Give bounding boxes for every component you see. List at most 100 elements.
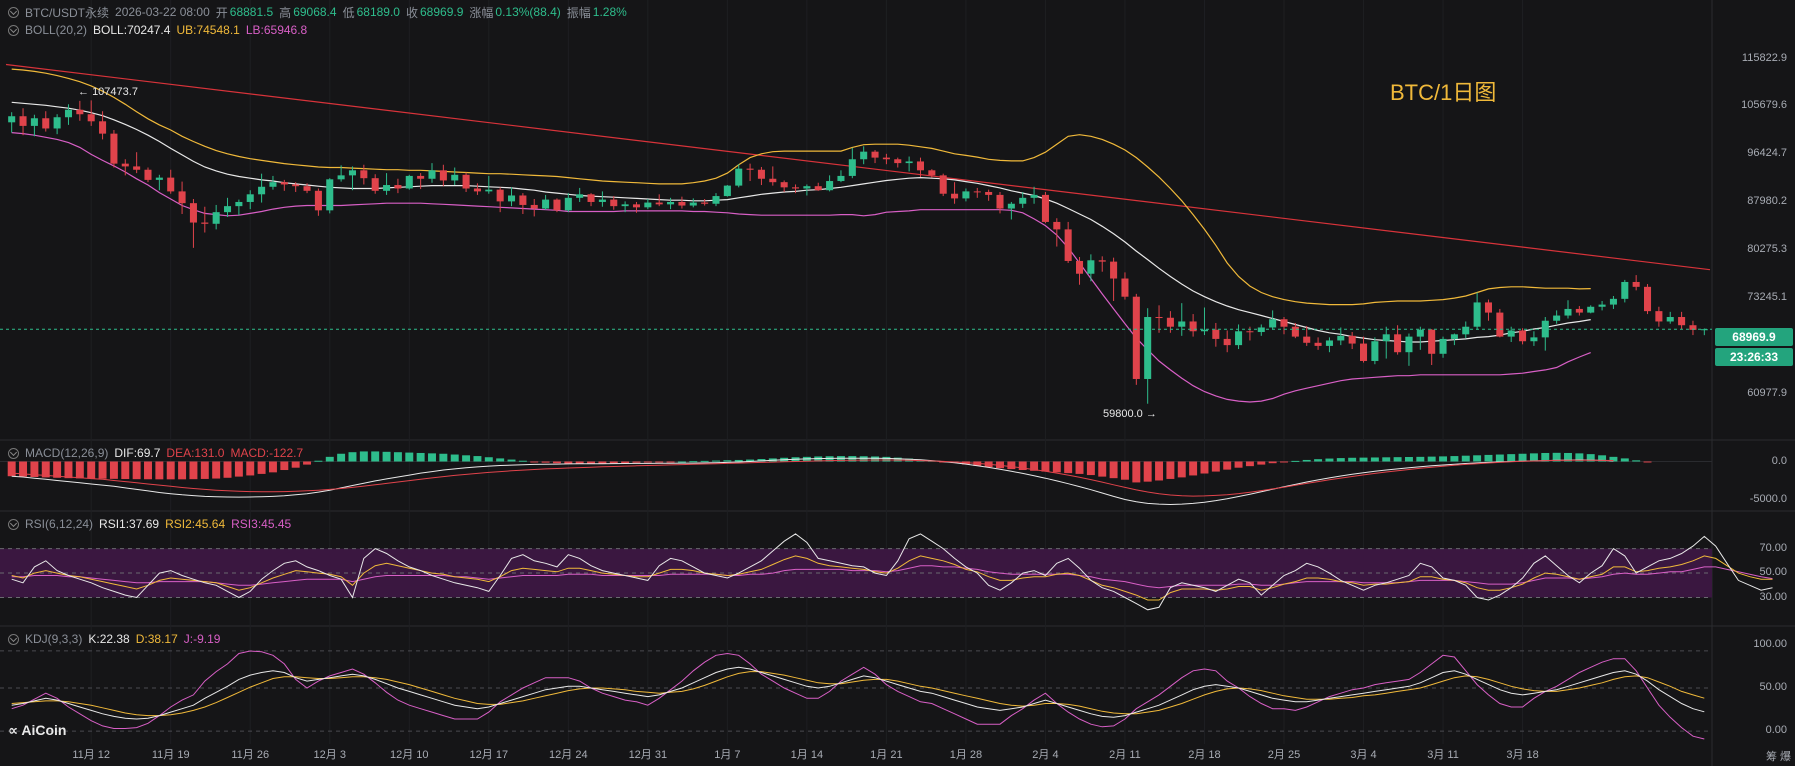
boll-ub-value: UB:74548.1 — [176, 23, 240, 37]
candle-body — [121, 163, 129, 167]
candle-body — [791, 187, 800, 189]
candle-body — [735, 168, 743, 186]
macd-histogram-bar — [1564, 452, 1572, 462]
macd-histogram-bar — [428, 453, 436, 462]
kdj-panel[interactable] — [0, 650, 1712, 740]
macd-toggle-icon[interactable] — [8, 447, 19, 459]
collapse-icon[interactable] — [8, 6, 19, 18]
candle-body — [1155, 317, 1163, 319]
candle-body — [553, 199, 561, 211]
macd-histogram-bar — [1030, 461, 1039, 471]
candle-body — [644, 202, 652, 208]
x-axis-tick: 3月 4 — [1350, 749, 1377, 761]
macd-histogram-bar — [1211, 461, 1220, 472]
price-panel[interactable] — [0, 63, 1712, 404]
candle-body — [962, 191, 970, 199]
macd-y-tick: -5000.0 — [1749, 493, 1787, 506]
macd-histogram-bar — [87, 461, 96, 479]
candle-body — [1064, 229, 1072, 261]
candle-body — [178, 191, 186, 204]
macd-histogram-bar — [1189, 461, 1198, 476]
candle-body — [860, 151, 868, 160]
candle-body — [1132, 296, 1140, 379]
macd-histogram-bar — [53, 461, 62, 478]
macd-histogram-bar — [291, 461, 300, 468]
kdj-k-line — [11, 666, 1705, 720]
candle-body — [519, 195, 527, 205]
countdown-tag: 23:26:33 — [1715, 348, 1793, 366]
candle-body — [1280, 319, 1288, 327]
side-buttons[interactable]: 筹 爆 — [1765, 751, 1791, 763]
macd-histogram-bar — [530, 461, 539, 463]
candle-body — [19, 116, 27, 126]
macd-histogram-bar — [30, 461, 39, 477]
macd-histogram-bar — [1427, 456, 1436, 462]
price-y-tick: 87980.2 — [1747, 195, 1787, 208]
rsi2-line — [11, 555, 1773, 601]
macd-histogram-bar — [1450, 456, 1459, 462]
candle-body — [1246, 331, 1254, 333]
candle-body — [8, 116, 16, 123]
macd-histogram-bar — [359, 451, 368, 462]
candle-body — [1200, 329, 1209, 332]
x-axis-tick: 11月 12 — [72, 749, 111, 761]
macd-histogram-bar — [1404, 457, 1413, 462]
candle-body — [235, 201, 243, 207]
candle-body — [1632, 281, 1640, 287]
ohlc-header: BTC/USDT永续 2026-03-22 08:00 开 68881.5 高 69… — [0, 3, 633, 21]
candle-body — [439, 170, 447, 181]
kdj-k-value: K:22.38 — [88, 632, 130, 646]
candle-body — [496, 189, 504, 202]
candle-body — [621, 204, 629, 207]
macd-histogram-bar — [41, 461, 50, 478]
x-axis-tick: 12月 17 — [469, 749, 509, 761]
price-y-tick: 105679.6 — [1741, 99, 1787, 112]
candle-body — [1473, 302, 1481, 327]
candle-body — [826, 181, 834, 191]
rsi-y-tick: 70.00 — [1759, 541, 1787, 554]
boll-toggle-icon[interactable] — [8, 24, 19, 36]
candle-body — [916, 161, 925, 171]
close-label: 收 — [405, 5, 418, 20]
rsi1-value: RSI1:37.69 — [99, 517, 160, 531]
candle-body — [871, 151, 879, 158]
macd-histogram-bar — [1382, 457, 1391, 462]
macd-histogram-bar — [848, 456, 857, 462]
price-y-tick: 73245.1 — [1747, 290, 1787, 303]
macd-histogram-bar — [325, 456, 334, 462]
x-axis-tick: 11月 26 — [231, 749, 270, 761]
x-axis-tick: 2月 4 — [1032, 749, 1059, 761]
macd-histogram-bar — [518, 460, 527, 462]
candle-body — [53, 117, 61, 129]
rsi-panel[interactable] — [0, 533, 1773, 611]
macd-histogram-bar — [393, 452, 402, 462]
candle-body — [712, 196, 720, 204]
x-axis-tick: 12月 10 — [390, 749, 429, 761]
candle-body — [280, 182, 288, 185]
candle-body — [1394, 334, 1402, 353]
macd-histogram-bar — [234, 461, 243, 477]
macd-panel[interactable] — [0, 451, 1712, 506]
candle-body — [1530, 337, 1538, 342]
candle-body — [405, 175, 413, 189]
macd-histogram-bar — [132, 461, 141, 480]
macd-histogram-bar — [348, 452, 357, 462]
x-axis-tick: 1月 14 — [790, 749, 824, 761]
candle-body — [848, 159, 856, 176]
x-axis-tick: 1月 21 — [870, 749, 903, 761]
macd-histogram-bar — [1075, 461, 1084, 474]
kdj-toggle-icon[interactable] — [8, 633, 19, 645]
change-value: 0.13%(88.4) — [495, 5, 561, 19]
open-value: 68881.5 — [229, 5, 274, 19]
macd-histogram-bar — [1200, 461, 1209, 474]
chart-watermark: BTC/1日图 — [1390, 80, 1497, 105]
candle-body — [973, 191, 981, 193]
rsi-toggle-icon[interactable] — [8, 518, 19, 530]
candle-body — [1257, 327, 1265, 333]
macd-histogram-bar — [178, 461, 187, 480]
candle-body — [223, 206, 232, 213]
macd-histogram-bar — [632, 461, 641, 463]
macd-histogram-bar — [859, 456, 868, 462]
amp-label: 振幅 — [566, 5, 591, 20]
macd-histogram-bar — [643, 461, 652, 463]
